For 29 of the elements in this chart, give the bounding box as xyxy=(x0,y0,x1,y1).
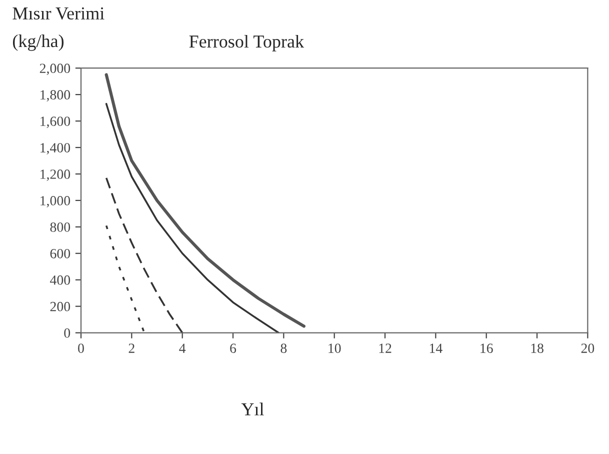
y-tick-label: 0 xyxy=(64,328,70,338)
y-tick-label: 200 xyxy=(50,302,70,312)
y-tick-label: 400 xyxy=(50,275,70,285)
chart-title: Ferrosol Toprak xyxy=(189,34,304,52)
x-tick-label: 0 xyxy=(78,344,84,353)
y-tick-label: 800 xyxy=(50,222,70,232)
y-axis-title: Mısır Verimi (kg/ha) xyxy=(12,7,104,51)
line-series xyxy=(105,224,146,333)
y-tick-label: 1,800 xyxy=(40,90,70,102)
x-tick-label: 4 xyxy=(179,344,186,353)
y-tick-label: 600 xyxy=(50,248,70,258)
x-tick-label: 14 xyxy=(430,344,442,353)
x-tick-label: 10 xyxy=(328,344,341,353)
x-tick-label: 6 xyxy=(230,344,236,353)
line-series xyxy=(104,73,306,328)
y-tick-label: 1,200 xyxy=(40,170,70,181)
x-tick-label: 16 xyxy=(480,344,493,353)
x-tick-label: 8 xyxy=(280,344,287,353)
line-series xyxy=(105,177,184,333)
y-tick-label: 1,000 xyxy=(40,196,70,208)
x-tick-label: 18 xyxy=(531,344,544,353)
x-tick-label: 20 xyxy=(581,344,594,353)
line-series xyxy=(105,102,280,333)
y-tick-label: 2,000 xyxy=(40,64,70,76)
x-axis-title: Yıl xyxy=(241,402,264,416)
x-tick-label: 12 xyxy=(379,344,392,353)
y-tick-label: 1,400 xyxy=(40,143,70,154)
y-tick-label: 1,600 xyxy=(40,116,70,128)
x-tick-label: 2 xyxy=(128,344,134,353)
